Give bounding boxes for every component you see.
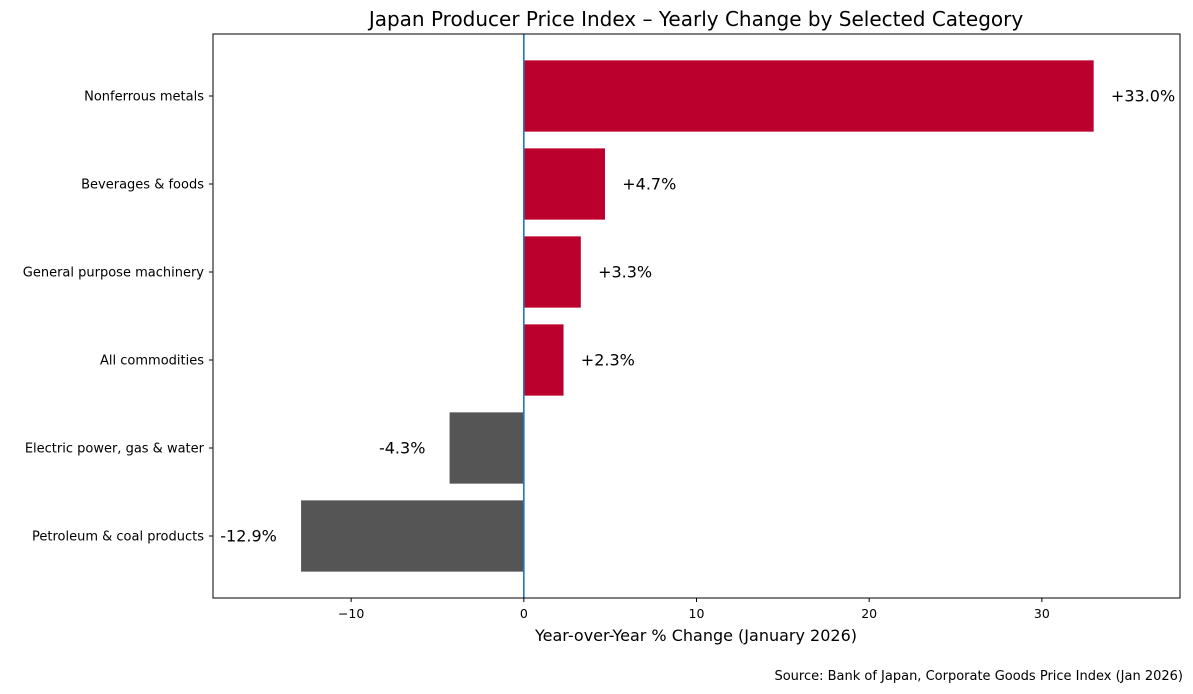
category-label: All commodities xyxy=(100,354,204,369)
y-axis-categories: Nonferrous metals Beverages & foods Genera… xyxy=(23,90,213,545)
x-axis-label: Year-over-Year % Change (January 2026) xyxy=(534,626,857,645)
bar xyxy=(523,60,1094,132)
category-label: General purpose machinery xyxy=(23,266,205,281)
x-tick-label: −10 xyxy=(338,606,364,621)
bar xyxy=(523,148,605,220)
data-label: +4.7% xyxy=(622,175,676,194)
category-label: Petroleum & coal products xyxy=(32,530,204,545)
x-tick-label: 0 xyxy=(520,606,528,621)
x-tick-label: 30 xyxy=(1034,606,1050,621)
data-label: +3.3% xyxy=(598,263,652,282)
bar xyxy=(301,500,524,572)
category-label: Nonferrous metals xyxy=(84,90,204,105)
data-label: +33.0% xyxy=(1111,87,1175,106)
category-label: Electric power, gas & water xyxy=(25,442,205,457)
bar xyxy=(449,412,524,484)
data-label: -4.3% xyxy=(379,439,425,458)
bars-layer xyxy=(301,60,1094,572)
source-note: Source: Bank of Japan, Corporate Goods P… xyxy=(774,669,1183,684)
data-labels: +33.0% +4.7% +3.3% +2.3% -4.3% -12.9% xyxy=(220,87,1175,546)
data-label: +2.3% xyxy=(581,351,635,370)
data-label: -12.9% xyxy=(220,527,277,546)
x-axis-ticks: −10 0 10 20 30 xyxy=(338,598,1050,621)
x-tick-label: 10 xyxy=(689,606,705,621)
category-label: Beverages & foods xyxy=(81,178,204,193)
x-tick-label: 20 xyxy=(861,606,877,621)
chart-title: Japan Producer Price Index – Yearly Chan… xyxy=(367,7,1024,31)
bar xyxy=(523,324,564,396)
bar xyxy=(523,236,581,308)
